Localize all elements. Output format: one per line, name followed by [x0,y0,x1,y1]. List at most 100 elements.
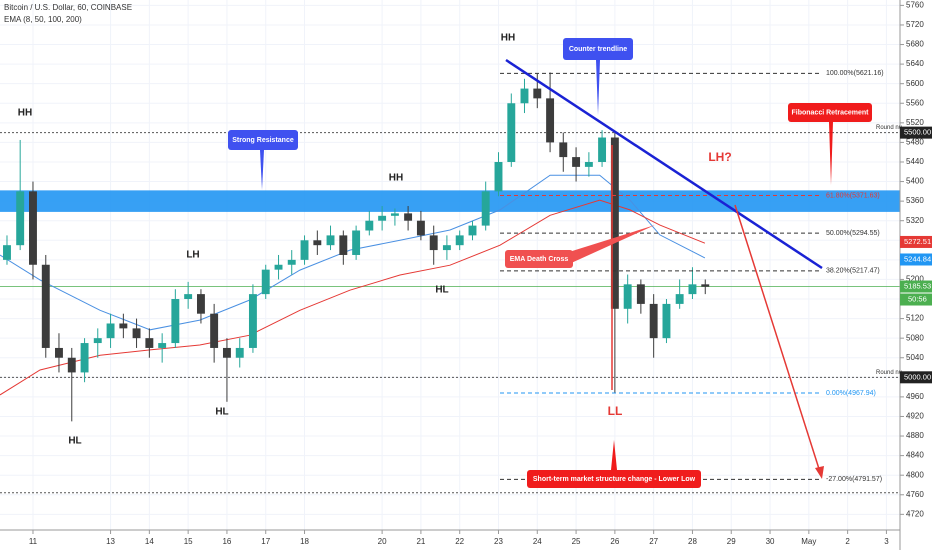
countdown-label: 50:56 [908,295,927,304]
candle-body [520,88,529,104]
y-tick-label: 5480 [906,138,924,147]
x-tick-label: 3 [884,537,889,546]
callout-text: EMA Death Cross [510,256,569,263]
candle-body [649,303,658,339]
structure-label: HL [68,436,81,447]
callout-pointer [829,122,833,185]
x-tick-label: 16 [222,537,231,546]
structure-label: HL [215,407,228,418]
candle-body [158,343,167,348]
x-tick-label: 27 [649,537,658,546]
callout-text: Fibonacci Retracement [791,109,869,116]
round-level-label: Round nu [876,370,902,376]
y-tick-label: 5320 [906,216,924,225]
callout-pointer [611,440,617,470]
chart-title: Bitcoin / U.S. Dollar, 60, COINBASE [4,3,132,12]
structure-label: HH [18,108,32,119]
y-tick-label: 5360 [906,196,924,205]
y-tick-label: 4960 [906,392,924,401]
candle-body [326,235,335,246]
y-tick-label: 4800 [906,470,924,479]
candle-body [429,235,438,251]
candle-body [662,303,671,339]
y-tick-label: 5400 [906,177,924,186]
fib-label: 38.20%(5217.47) [826,268,880,275]
y-tick-label: 5440 [906,157,924,166]
x-tick-label: 30 [766,537,775,546]
price-tag [900,126,932,139]
candle-body [248,294,257,348]
candle-body [623,284,632,309]
x-tick-label: 18 [300,537,309,546]
candle-body [41,264,50,348]
callout-pointer [260,150,264,190]
y-tick-label: 5760 [906,0,924,9]
fib-label: -27.00%(4791.57) [826,476,882,483]
candle-body [16,191,25,246]
callout-box [563,38,633,60]
candle-body [55,347,63,358]
x-tick-label: 25 [572,537,581,546]
structure-label: LH [186,250,199,261]
x-tick-label: 14 [145,537,154,546]
price-tag-label: 5272.51 [904,237,931,246]
candle-body [572,157,581,167]
candle-body [80,343,89,373]
y-tick-label: 5040 [906,353,924,362]
price-tag [900,371,932,384]
arrow-head [815,466,824,479]
y-tick-label: 4920 [906,412,924,421]
candle-body [584,161,593,167]
candle-body [261,269,270,295]
y-tick-label: 5520 [906,118,924,127]
candle-body [352,230,361,255]
candle-body [171,299,180,344]
price-tag-label: 5500.00 [904,128,931,137]
candle-body [494,161,503,192]
callout-box [788,103,872,122]
callout-text: Counter trendline [569,46,627,53]
candle-body [29,191,37,265]
candle-body [287,259,296,265]
candle-body [636,284,645,304]
candle-body [533,88,542,99]
callout-box [505,250,573,268]
callout-text: Strong Resistance [232,137,294,144]
candle-body [222,347,231,358]
candle-body [235,347,244,358]
price-tag-label: 5185.53 [904,282,931,291]
x-tick-label: 23 [494,537,503,546]
candle-body [93,338,102,344]
fib-label: 61.80%(5371.63) [826,192,880,199]
y-tick-label: 4760 [906,490,924,499]
x-tick-label: 26 [610,537,619,546]
candle-body [455,235,464,246]
candle-body [300,240,309,260]
candle-body [390,213,399,216]
x-tick-label: 11 [29,537,38,546]
x-tick-label: 21 [416,537,425,546]
candle-body [416,220,425,236]
callout-box [228,130,298,150]
resistance-zone [0,190,900,212]
x-tick-label: 24 [533,537,542,546]
candle-body [559,142,568,158]
candle-body [468,225,477,236]
price-tag-label: 5244.84 [904,254,931,263]
callout-pointer [569,225,655,264]
y-tick-label: 4840 [906,451,924,460]
y-tick-label: 4880 [906,431,924,440]
callout-box [527,470,701,488]
y-tick-label: 5560 [906,98,924,107]
candle-body [546,98,555,143]
candle-body [404,213,413,221]
candle-body [688,284,697,295]
callout-text: Short-term market structure change - Low… [533,476,696,483]
candle-body [119,323,128,329]
candle-body [184,294,193,300]
candle-body [145,338,154,348]
price-tag [900,235,932,248]
y-tick-label: 5640 [906,59,924,68]
